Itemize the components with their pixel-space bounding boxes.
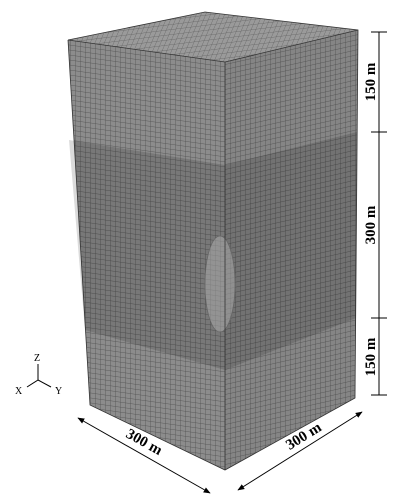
axis-label: Y bbox=[55, 386, 62, 397]
x-axis bbox=[27, 380, 38, 387]
axis-label: Z bbox=[34, 353, 40, 364]
mesh-diagram: 150 m 300 m 150 m 300 m 300 m Z X Y bbox=[0, 0, 398, 500]
y-axis bbox=[38, 380, 51, 387]
dimension-label: 300 m bbox=[363, 205, 379, 244]
axis-label: X bbox=[15, 386, 23, 397]
dimension-label: 150 m bbox=[363, 62, 379, 101]
axis-triad bbox=[27, 364, 51, 387]
cavity bbox=[205, 236, 235, 332]
dimension-label: 150 m bbox=[363, 337, 379, 376]
